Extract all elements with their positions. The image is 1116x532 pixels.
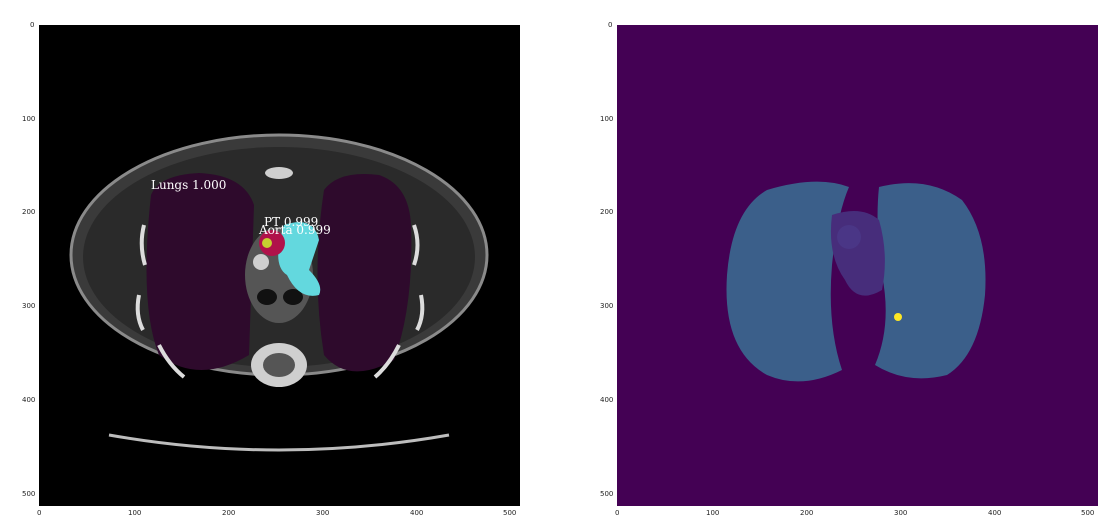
y-tick: 300 <box>22 302 36 310</box>
seg-left-lung <box>726 181 849 382</box>
label-lungs: Lungs 1.000 <box>151 178 226 192</box>
label-pt: PT 0.999 <box>264 215 318 229</box>
label-aorta: Aorta 0.999 <box>258 223 331 237</box>
x-tick: 200 <box>800 509 814 517</box>
right-lung-overlay <box>317 174 412 372</box>
y-tick: 400 <box>600 396 614 404</box>
y-tick: 200 <box>22 208 36 216</box>
y-tick: 500 <box>22 490 36 498</box>
y-tick: 0 <box>608 21 613 29</box>
x-tick: 0 <box>615 509 620 517</box>
y-tick: 0 <box>30 21 35 29</box>
y-tick: 500 <box>600 490 614 498</box>
aorta-overlay <box>278 222 321 296</box>
x-tick: 400 <box>410 509 424 517</box>
x-tick: 100 <box>128 509 142 517</box>
y-tick: 100 <box>600 115 614 123</box>
y-tick: 400 <box>22 396 36 404</box>
seg-right-lung <box>875 183 986 379</box>
ct-image: Lungs 1.000 PT 0.999 Aorta 0.999 <box>39 25 520 506</box>
y-tick: 100 <box>22 115 36 123</box>
x-tick: 400 <box>988 509 1002 517</box>
x-tick: 500 <box>1081 509 1095 517</box>
segmentation-image <box>617 25 1098 506</box>
y-tick: 200 <box>600 208 614 216</box>
x-tick: 300 <box>316 509 330 517</box>
x-tick: 500 <box>503 509 517 517</box>
segmentation-panel <box>617 25 1098 506</box>
x-tick: 100 <box>706 509 720 517</box>
seg-nodule <box>894 313 902 321</box>
left-lung-overlay <box>146 173 254 370</box>
ct-image-panel: Lungs 1.000 PT 0.999 Aorta 0.999 <box>39 25 520 506</box>
y-tick: 300 <box>600 302 614 310</box>
x-tick: 300 <box>894 509 908 517</box>
x-tick: 0 <box>37 509 42 517</box>
x-tick: 200 <box>222 509 236 517</box>
